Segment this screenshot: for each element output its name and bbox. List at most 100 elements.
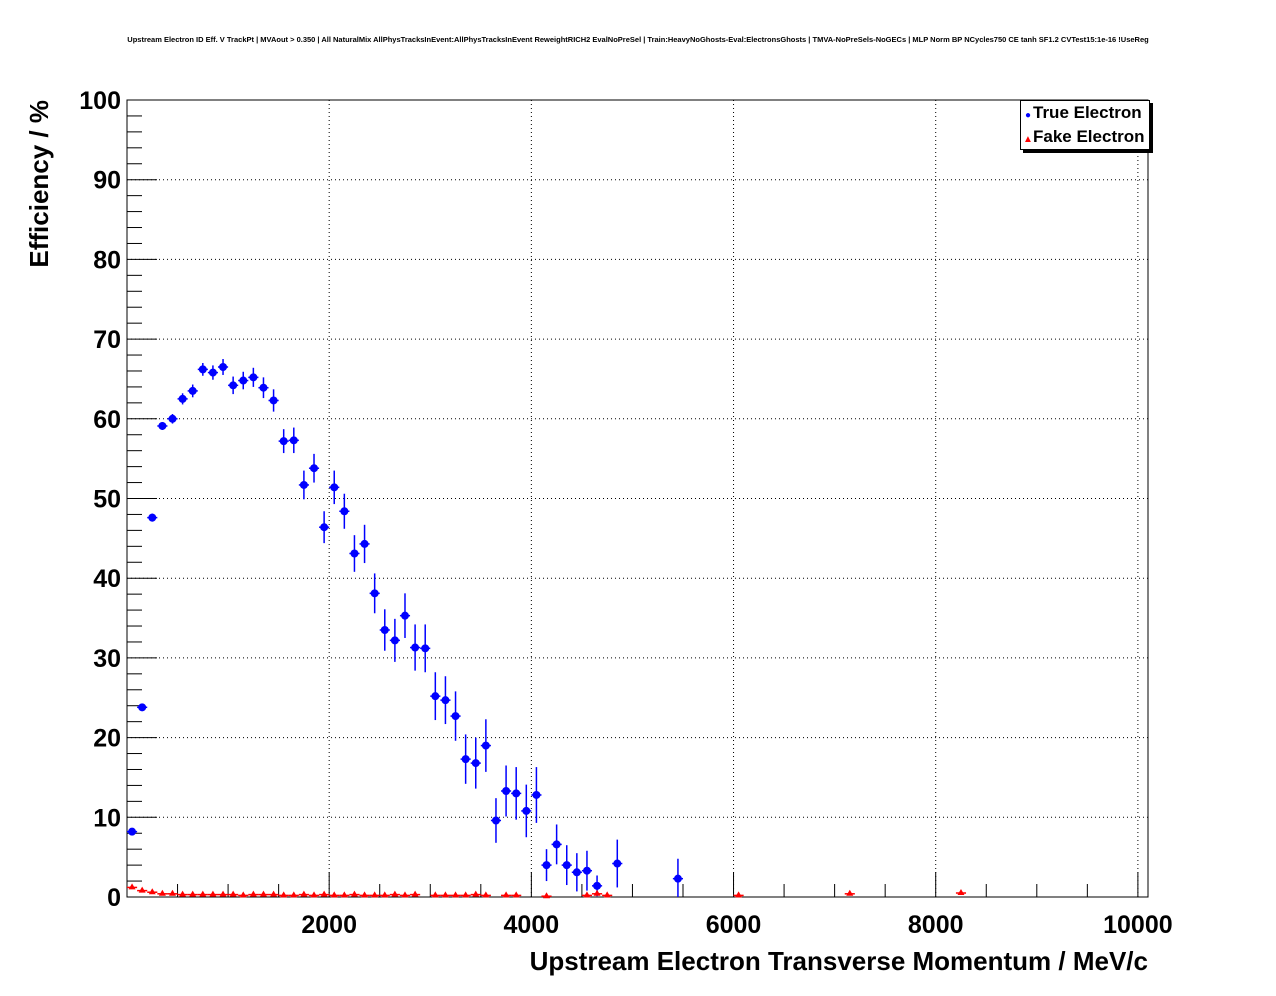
y-tick-label: 80 [93,246,121,274]
y-tick-label: 60 [93,406,121,434]
fake-electron-point [158,889,166,896]
true-electron-point [229,381,238,390]
true-electron-point [269,396,278,405]
y-tick-label: 90 [93,167,121,195]
chart-title: Upstream Electron ID Eff. V TrackPt | MV… [127,35,1149,44]
fake-electron-point [472,890,480,897]
y-tick-label: 0 [107,884,121,912]
triangle-marker-icon: ▲ [1023,134,1033,145]
true-electron-point [411,643,420,652]
true-electron-point [542,861,551,870]
true-electron-point [390,636,399,645]
y-tick-label: 100 [79,87,121,115]
true-electron-point [198,365,207,374]
y-tick-label: 50 [93,486,121,514]
true-electron-point [320,523,329,532]
true-electron-point [259,383,268,392]
true-electron-point [158,421,167,430]
true-electron-point [582,866,591,875]
fake-electron-point [219,890,227,897]
true-electron-point [593,881,602,890]
fake-electron-point [401,891,409,898]
true-electron-point [431,692,440,701]
fake-electron-point [482,891,490,898]
fake-electron-point [441,891,449,898]
true-electron-point [208,368,217,377]
true-electron-point [299,480,308,489]
fake-electron-point [340,891,348,898]
fake-electron-point [735,891,743,898]
y-tick-label: 40 [93,565,121,593]
x-tick-label: 8000 [908,911,964,939]
fake-electron-point [462,891,470,898]
true-electron-point [481,741,490,750]
true-electron-point [330,483,339,492]
true-electron-point [562,861,571,870]
x-tick-label: 10000 [1103,911,1173,939]
fake-electron-point [603,891,611,898]
fake-electron-point [290,891,298,898]
y-tick-label: 20 [93,725,121,753]
fake-electron-point [199,890,207,897]
true-electron-point [522,806,531,815]
true-electron-point [168,414,177,423]
fake-electron-point [189,890,197,897]
legend-item-true: ● True Electron [1023,101,1142,125]
true-electron-point [471,759,480,768]
fake-electron-point [320,890,328,897]
fake-electron-point [179,890,187,897]
true-electron-point [219,362,228,371]
fake-electron-point [381,891,389,898]
true-electron-point [289,436,298,445]
legend-label: True Electron [1033,103,1142,122]
true-electron-point [673,874,682,883]
true-electron-point [532,790,541,799]
true-electron-point [350,549,359,558]
fake-electron-point [168,889,176,896]
legend-item-fake: ▲Fake Electron [1023,125,1144,149]
x-tick-label: 6000 [706,911,762,939]
true-electron-point [461,755,470,764]
fake-electron-point [259,890,267,897]
fake-electron-point [350,890,358,897]
true-electron-point [128,827,137,836]
plot-frame [126,99,1149,898]
x-axis-label: Upstream Electron Transverse Momentum / … [530,946,1148,976]
fake-electron-point [148,888,156,895]
true-electron-point [512,789,521,798]
fake-electron-point [411,890,419,897]
x-tick-label: 4000 [504,911,560,939]
true-electron-point [188,386,197,395]
y-tick-label: 30 [93,645,121,673]
fake-electron-point [502,891,510,898]
circle-marker-icon: ● [1024,110,1032,121]
y-tick-label: 70 [93,326,121,354]
true-electron-point [552,840,561,849]
y-tick-label: 10 [93,804,121,832]
y-axis-label: Efficiency / % [24,100,54,268]
true-electron-point [148,513,157,522]
true-electron-point [572,868,581,877]
fake-electron-point [543,892,551,899]
fake-electron-point [280,891,288,898]
fake-electron-point [431,891,439,898]
fake-electron-point [310,891,318,898]
fake-electron-point [209,890,217,897]
fake-electron-point [128,883,136,890]
true-electron-point [138,703,147,712]
fake-electron-point [239,891,247,898]
fake-electron-point [452,891,460,898]
true-electron-point [279,437,288,446]
true-electron-point [360,539,369,548]
fake-electron-point [583,891,591,898]
fake-electron-point [361,891,369,898]
true-electron-point [491,816,500,825]
x-tick-label: 2000 [301,911,357,939]
fake-electron-point [330,891,338,898]
true-electron-point [451,712,460,721]
true-electron-point [249,373,258,382]
fake-electron-point [371,891,379,898]
fake-electron-point [957,889,965,896]
